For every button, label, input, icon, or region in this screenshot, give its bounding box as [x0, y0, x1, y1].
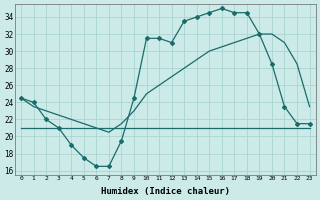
X-axis label: Humidex (Indice chaleur): Humidex (Indice chaleur) [101, 187, 230, 196]
